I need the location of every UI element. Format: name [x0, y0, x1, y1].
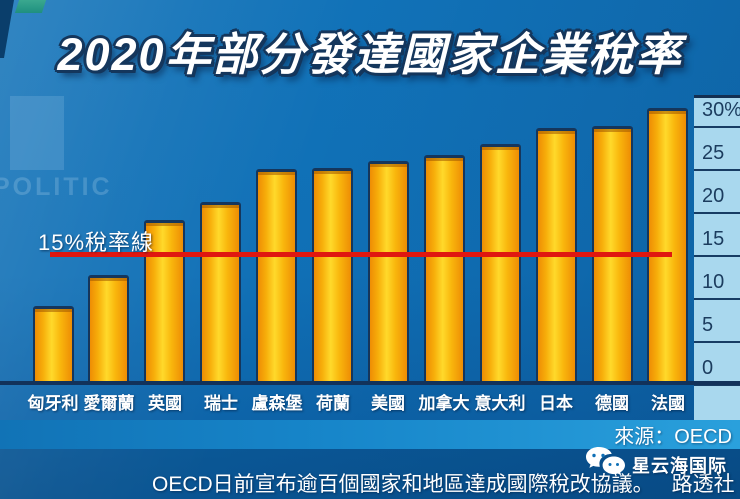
chart-title: 2020年部分發達國家企業稅率 [57, 29, 683, 80]
country-label-6: 美國 [371, 394, 405, 413]
country-label-8: 意大利 [474, 394, 526, 413]
caption-line: OECD日前宣布逾百個國家和地區達成國際稅改協議。 路透社 [152, 468, 735, 498]
reference-line-label: 15%稅率線 [38, 230, 155, 255]
bar-荷蘭 [312, 168, 353, 383]
y-tick-label-15: 15 [702, 228, 725, 250]
publisher-logo: 星云海国际 [584, 446, 727, 484]
country-label-4: 盧森堡 [251, 394, 303, 413]
source-band: 來源：OECD [0, 420, 740, 449]
bar-瑞士 [200, 202, 241, 383]
y-tick-line-10 [694, 298, 740, 300]
bar-意大利 [480, 144, 521, 383]
publisher-name: 星云海国际 [632, 456, 727, 476]
y-tick-line-30 [694, 126, 740, 128]
y-tick-line-15 [694, 255, 740, 257]
bar-愛爾蘭 [88, 275, 129, 383]
y-tick-label-5: 5 [702, 314, 714, 336]
y-tick-label-0: 0 [702, 357, 714, 379]
y-tick-label-20: 20 [702, 185, 725, 207]
y-tick-line-0 [694, 384, 740, 386]
country-label-10: 德國 [595, 394, 629, 413]
source-label: 來源：OECD [614, 426, 732, 448]
caption-text: OECD日前宣布逾百個國家和地區達成國際稅改協議。 [152, 473, 654, 496]
reference-line-15pct [50, 252, 672, 257]
country-label-0: 匈牙利 [27, 394, 79, 413]
y-tick-label-10: 10 [702, 271, 725, 293]
bar-加拿大 [424, 155, 465, 383]
y-tick-line-25 [694, 169, 740, 171]
country-label-11: 法國 [651, 394, 685, 413]
bar-法國 [647, 108, 688, 383]
bar-盧森堡 [256, 169, 297, 383]
background-watermark-text: POLITIC [0, 173, 113, 201]
country-label-5: 荷蘭 [316, 394, 350, 413]
y-axis-strip: 30% 25 20 15 10 5 0 [694, 95, 740, 430]
country-label-1: 愛爾蘭 [83, 394, 135, 413]
background-panel [10, 96, 64, 170]
country-label-9: 日本 [539, 394, 573, 413]
x-axis-baseline [0, 381, 740, 385]
caption-credit: 路透社 [671, 473, 735, 496]
country-label-3: 瑞士 [204, 394, 238, 413]
bar-英國 [144, 220, 185, 383]
y-tick-line-20 [694, 212, 740, 214]
wechat-icon [586, 447, 625, 476]
bar-匈牙利 [33, 306, 74, 383]
bar-美國 [368, 161, 409, 383]
y-tick-label-30: 30% [702, 99, 740, 121]
y-tick-line-5 [694, 341, 740, 343]
country-label-2: 英國 [148, 394, 182, 413]
y-tick-label-25: 25 [702, 142, 725, 164]
country-label-7: 加拿大 [418, 394, 470, 413]
